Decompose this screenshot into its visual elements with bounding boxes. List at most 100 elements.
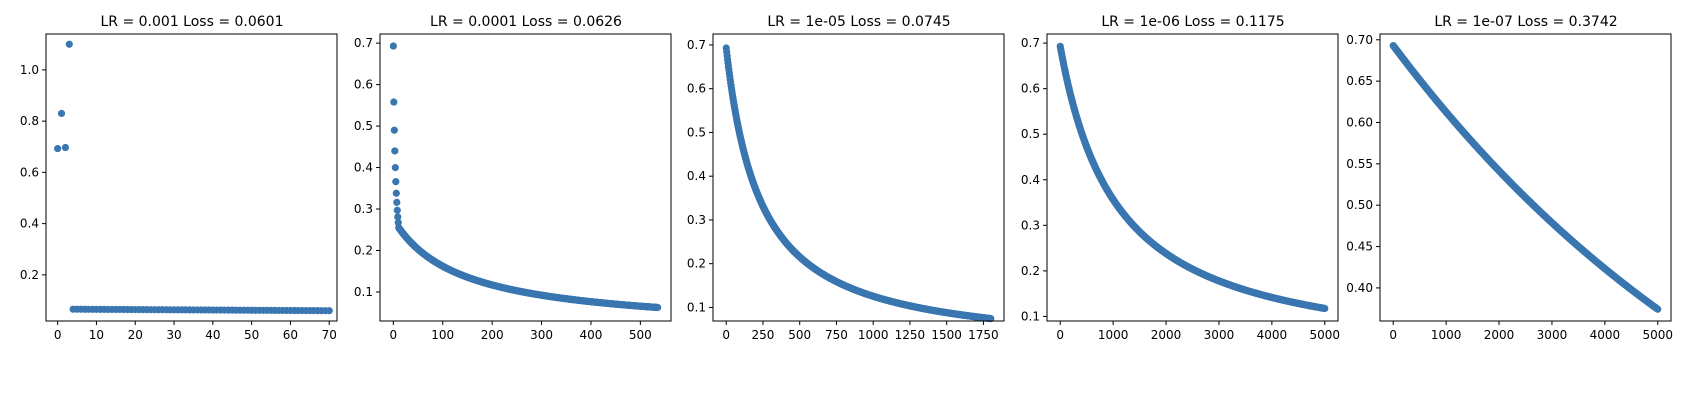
x-tick-label: 20	[128, 328, 143, 342]
data-point	[987, 314, 995, 323]
x-tick-label: 1250	[895, 328, 926, 342]
plot-area: 0 1000 2000 3000 4000 5000 0.40 0.45 0.50 0.55 0.6…	[1346, 33, 1673, 342]
y-tick-label: 0.7	[354, 36, 373, 50]
y-tick-label: 0.65	[1346, 74, 1373, 88]
x-tick-label: 400	[580, 328, 603, 342]
subplot-title: LR = 1e-06 Loss = 0.1175	[1101, 14, 1284, 30]
x-tick-label: 4000	[1257, 328, 1288, 342]
x-tick-label: 70	[322, 328, 337, 342]
y-tick-label: 0.6	[1021, 82, 1040, 96]
y-tick-label: 0.70	[1346, 33, 1373, 47]
subplot-title: LR = 0.001 Loss = 0.0601	[100, 14, 283, 30]
x-tick-label: 750	[825, 328, 848, 342]
y-tick-label: 0.3	[1021, 218, 1040, 232]
subplot-1: LR = 0.001 Loss = 0.0601 0 10 20 30 40 50 60 70…	[20, 14, 338, 342]
data-point	[654, 303, 662, 312]
x-tick-label: 2000	[1484, 328, 1515, 342]
y-tick-label: 0.4	[1021, 173, 1040, 187]
x-tick-label: 1000	[1098, 328, 1129, 342]
x-tick-label: 100	[431, 328, 454, 342]
data-point	[390, 126, 398, 134]
y-tick-label: 0.60	[1346, 115, 1373, 129]
data-point	[61, 143, 69, 152]
series-points	[722, 44, 995, 323]
y-tick-label: 0.2	[354, 243, 373, 257]
data-point	[390, 98, 398, 106]
y-tick-label: 0.2	[20, 268, 39, 282]
y-tick-label: 0.50	[1346, 198, 1373, 212]
x-tick-label: 0	[390, 328, 398, 342]
series-points	[1389, 41, 1662, 313]
data-point	[65, 40, 73, 48]
axes-frame	[1046, 33, 1339, 322]
x-tick-label: 2000	[1151, 328, 1182, 342]
x-tick-label: 10	[89, 328, 104, 342]
plot-area: 0 10 20 30 40 50 60 70 0.2 0.4 0.6 0.8 1.0	[20, 33, 338, 342]
axes-frame	[1379, 33, 1672, 322]
x-tick-label: 60	[283, 328, 298, 342]
x-tick-label: 0	[722, 328, 730, 342]
data-point	[389, 42, 397, 50]
x-tick-label: 40	[205, 328, 220, 342]
subplot-4: LR = 1e-06 Loss = 0.1175 0 1000 2000 3000 40…	[1021, 14, 1340, 342]
y-tick-label: 0.5	[1021, 127, 1040, 141]
y-tick-label: 1.0	[20, 63, 39, 77]
y-tick-label: 0.6	[687, 82, 706, 96]
y-tick-label: 0.7	[1021, 36, 1040, 50]
x-tick-label: 30	[166, 328, 181, 342]
data-point	[57, 109, 66, 118]
subplot-title: LR = 1e-05 Loss = 0.0745	[767, 14, 950, 30]
subplot-title: LR = 1e-07 Loss = 0.3742	[1434, 14, 1617, 30]
x-tick-label: 500	[788, 328, 811, 342]
data-point	[391, 147, 399, 155]
series-points	[54, 40, 333, 315]
y-tick-label: 0.1	[687, 300, 706, 314]
x-tick-label: 4000	[1590, 328, 1621, 342]
data-point	[392, 178, 400, 186]
y-tick-label: 0.3	[354, 202, 373, 216]
plot-area: 0 100 200 300 400 500 0.1 0.2 0.3 0.4 0.5 0.6 0.7	[354, 33, 672, 342]
y-tick-label: 0.55	[1346, 157, 1373, 171]
y-tick-label: 0.6	[20, 165, 39, 179]
axes-frame	[712, 33, 1005, 322]
x-tick-label: 0	[54, 328, 62, 342]
data-point	[393, 198, 401, 206]
y-tick-label: 0.4	[20, 217, 39, 231]
data-point	[1654, 305, 1662, 313]
y-tick-label: 0.4	[354, 161, 373, 175]
y-tick-label: 0.5	[687, 125, 706, 139]
subplot-3: LR = 1e-05 Loss = 0.0745 0 250 500 750 1000 1…	[687, 14, 1005, 342]
y-tick-label: 0.5	[354, 119, 373, 133]
subplot-5: LR = 1e-07 Loss = 0.3742 0 1000 2000 3000 40…	[1346, 14, 1673, 342]
series-points	[389, 42, 662, 312]
data-point	[1321, 304, 1329, 313]
x-tick-label: 1000	[1431, 328, 1462, 342]
data-point	[391, 163, 399, 172]
y-tick-label: 0.1	[1021, 309, 1040, 323]
y-tick-label: 0.1	[354, 285, 373, 299]
x-tick-label: 250	[752, 328, 775, 342]
x-tick-label: 200	[481, 328, 504, 342]
data-point	[54, 144, 62, 153]
y-tick-label: 0.6	[354, 78, 373, 92]
x-tick-label: 3000	[1204, 328, 1235, 342]
x-tick-label: 0	[1389, 328, 1397, 342]
plot-area: 0 250 500 750 1000 1250 1500 1750 0.1 0.2 0.3 0.4 0.…	[687, 33, 1005, 342]
axes-frame	[379, 33, 672, 322]
x-tick-label: 1750	[968, 328, 999, 342]
y-tick-label: 0.3	[687, 213, 706, 227]
x-tick-label: 3000	[1537, 328, 1568, 342]
x-tick-label: 5000	[1309, 328, 1340, 342]
subplot-2: LR = 0.0001 Loss = 0.0626 0 100 200 300 400 5…	[354, 14, 672, 342]
data-point	[394, 213, 402, 221]
subplot-title: LR = 0.0001 Loss = 0.0626	[430, 14, 622, 30]
x-tick-label: 300	[530, 328, 553, 342]
x-tick-label: 50	[244, 328, 259, 342]
y-tick-label: 0.7	[687, 38, 706, 52]
y-tick-label: 0.2	[687, 257, 706, 271]
x-tick-label: 0	[1056, 328, 1064, 342]
y-tick-label: 0.2	[1021, 264, 1040, 278]
axes-frame	[45, 33, 338, 322]
y-tick-label: 0.40	[1346, 281, 1373, 295]
